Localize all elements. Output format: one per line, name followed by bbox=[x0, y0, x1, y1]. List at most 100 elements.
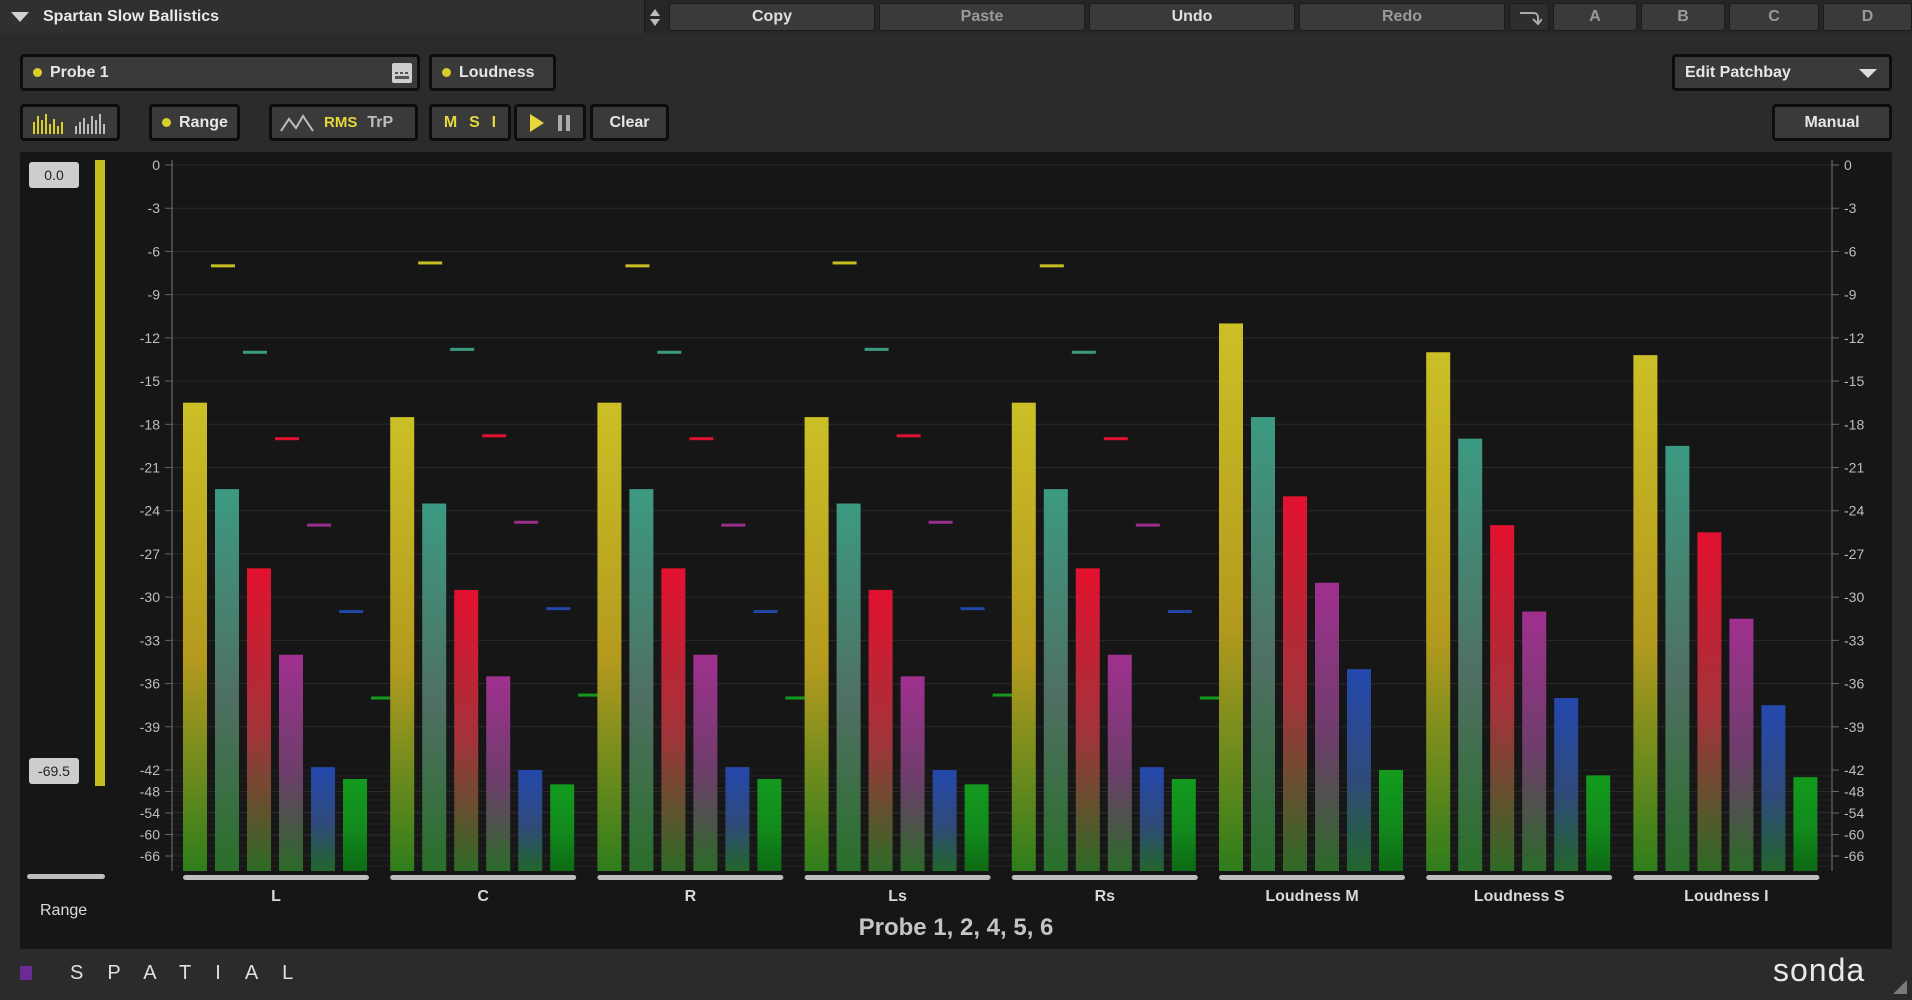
keyboard-icon[interactable] bbox=[392, 63, 412, 83]
channel-underline bbox=[1426, 875, 1613, 880]
rms-button[interactable]: RMS bbox=[324, 114, 358, 131]
y-tick-label: -12 bbox=[140, 330, 160, 346]
y-tick-label: -54 bbox=[140, 805, 160, 821]
arrow-down-icon[interactable] bbox=[650, 18, 660, 26]
bar-teal bbox=[215, 489, 239, 871]
bar-red bbox=[1075, 568, 1100, 871]
y-tick-label: -54 bbox=[1844, 805, 1864, 821]
channel-label: Ls bbox=[888, 888, 907, 905]
bar-green bbox=[550, 784, 575, 871]
y-tick-label: -9 bbox=[1844, 287, 1857, 303]
bar-blue bbox=[311, 767, 335, 871]
edit-patchbay-select[interactable]: Edit Patchbay bbox=[1672, 54, 1892, 91]
bar-blue bbox=[725, 767, 750, 871]
peak-hold-magenta bbox=[721, 523, 746, 527]
y-tick-label: -24 bbox=[140, 503, 160, 519]
bar-red bbox=[1697, 532, 1722, 871]
peak-hold-yellow bbox=[211, 264, 235, 268]
y-tick-label: 0 bbox=[152, 157, 160, 173]
peak-waveform-icon[interactable] bbox=[280, 113, 314, 133]
peak-hold-teal bbox=[243, 350, 267, 354]
y-tick-label: -36 bbox=[140, 676, 160, 692]
peak-hold-green bbox=[371, 696, 395, 700]
clear-button[interactable]: Clear bbox=[590, 104, 669, 141]
bar-yellow bbox=[1426, 352, 1451, 871]
probe-select[interactable]: Probe 1 bbox=[20, 54, 420, 91]
msi-group: M S I bbox=[429, 104, 511, 141]
range-underline bbox=[27, 874, 105, 879]
arrow-up-icon[interactable] bbox=[650, 8, 660, 16]
peak-hold-magenta bbox=[1135, 523, 1160, 527]
channel-underline bbox=[1011, 875, 1198, 880]
preset-menu[interactable]: Spartan Slow Ballistics bbox=[0, 0, 645, 33]
peak-hold-yellow bbox=[418, 261, 443, 265]
range-toggle[interactable]: Range bbox=[149, 104, 240, 141]
slot-c-button[interactable]: C bbox=[1729, 3, 1819, 31]
patchbay-label: Edit Patchbay bbox=[1685, 63, 1791, 81]
y-tick-label: -24 bbox=[1844, 503, 1864, 519]
peak-hold-teal bbox=[657, 350, 682, 354]
range-top-value[interactable]: 0.0 bbox=[29, 162, 79, 188]
bar-yellow bbox=[1219, 323, 1243, 871]
footer-brand: SPATIAL bbox=[70, 962, 318, 984]
m-button[interactable]: M bbox=[443, 113, 458, 131]
bars-alt-view-icon[interactable] bbox=[74, 112, 108, 134]
paste-button[interactable]: Paste bbox=[879, 3, 1085, 31]
status-led bbox=[442, 68, 451, 77]
copy-button[interactable]: Copy bbox=[669, 3, 875, 31]
slot-d-button[interactable]: D bbox=[1823, 3, 1912, 31]
undo-button[interactable]: Undo bbox=[1089, 3, 1295, 31]
y-tick-label: -30 bbox=[140, 589, 160, 605]
chevron-down-icon bbox=[1859, 69, 1877, 78]
y-tick-label: -36 bbox=[1844, 676, 1864, 692]
peak-hold-yellow bbox=[1039, 264, 1064, 268]
peak-hold-red bbox=[689, 437, 714, 441]
slot-a-button[interactable]: A bbox=[1553, 3, 1637, 31]
peak-hold-teal bbox=[864, 347, 889, 351]
peak-hold-red bbox=[482, 434, 507, 438]
bar-blue bbox=[1139, 767, 1164, 871]
redo-button[interactable]: Redo bbox=[1299, 3, 1505, 31]
bar-yellow bbox=[804, 417, 829, 871]
mode-select-label: Loudness bbox=[459, 63, 535, 81]
manual-button[interactable]: Manual bbox=[1772, 104, 1892, 141]
peak-hold-red bbox=[275, 437, 299, 441]
compare-button[interactable] bbox=[1509, 3, 1549, 31]
bars-view-icon[interactable] bbox=[32, 112, 66, 134]
y-tick-label: -30 bbox=[1844, 589, 1864, 605]
y-tick-label: -21 bbox=[140, 460, 160, 476]
transport-group bbox=[514, 104, 586, 141]
preset-stepper[interactable] bbox=[645, 3, 665, 31]
slot-b-button[interactable]: B bbox=[1641, 3, 1725, 31]
peak-hold-red bbox=[1103, 437, 1128, 441]
resize-grip-icon[interactable] bbox=[1893, 980, 1907, 994]
range-bottom-value[interactable]: -69.5 bbox=[29, 758, 79, 784]
play-icon[interactable] bbox=[530, 113, 544, 132]
mode-select[interactable]: Loudness bbox=[429, 54, 556, 91]
peak-hold-magenta bbox=[514, 520, 539, 524]
preset-name: Spartan Slow Ballistics bbox=[43, 7, 220, 25]
y-tick-label: -39 bbox=[1844, 719, 1864, 735]
y-tick-label: -39 bbox=[140, 719, 160, 735]
bar-red bbox=[1490, 525, 1515, 871]
bar-magenta bbox=[486, 676, 511, 871]
trp-button[interactable]: TrP bbox=[367, 113, 394, 131]
y-tick-label: -60 bbox=[140, 827, 160, 843]
s-button[interactable]: S bbox=[469, 113, 480, 131]
peak-hold-yellow bbox=[832, 261, 857, 265]
bar-green bbox=[964, 784, 989, 871]
y-tick-label: -60 bbox=[1844, 827, 1864, 843]
range-slider[interactable] bbox=[95, 160, 105, 786]
brand-square-icon bbox=[20, 966, 32, 980]
pause-icon[interactable] bbox=[558, 114, 570, 131]
i-button[interactable]: I bbox=[491, 113, 497, 131]
bar-yellow bbox=[1633, 355, 1658, 872]
peak-hold-green bbox=[1199, 696, 1224, 700]
y-tick-label: -48 bbox=[140, 784, 160, 800]
range-label: Range bbox=[40, 902, 88, 919]
peak-hold-magenta bbox=[928, 520, 953, 524]
channel-label: R bbox=[685, 888, 697, 905]
view-toggle[interactable] bbox=[20, 104, 120, 141]
channel-label: Loudness M bbox=[1265, 888, 1358, 905]
peak-hold-red bbox=[896, 434, 921, 438]
